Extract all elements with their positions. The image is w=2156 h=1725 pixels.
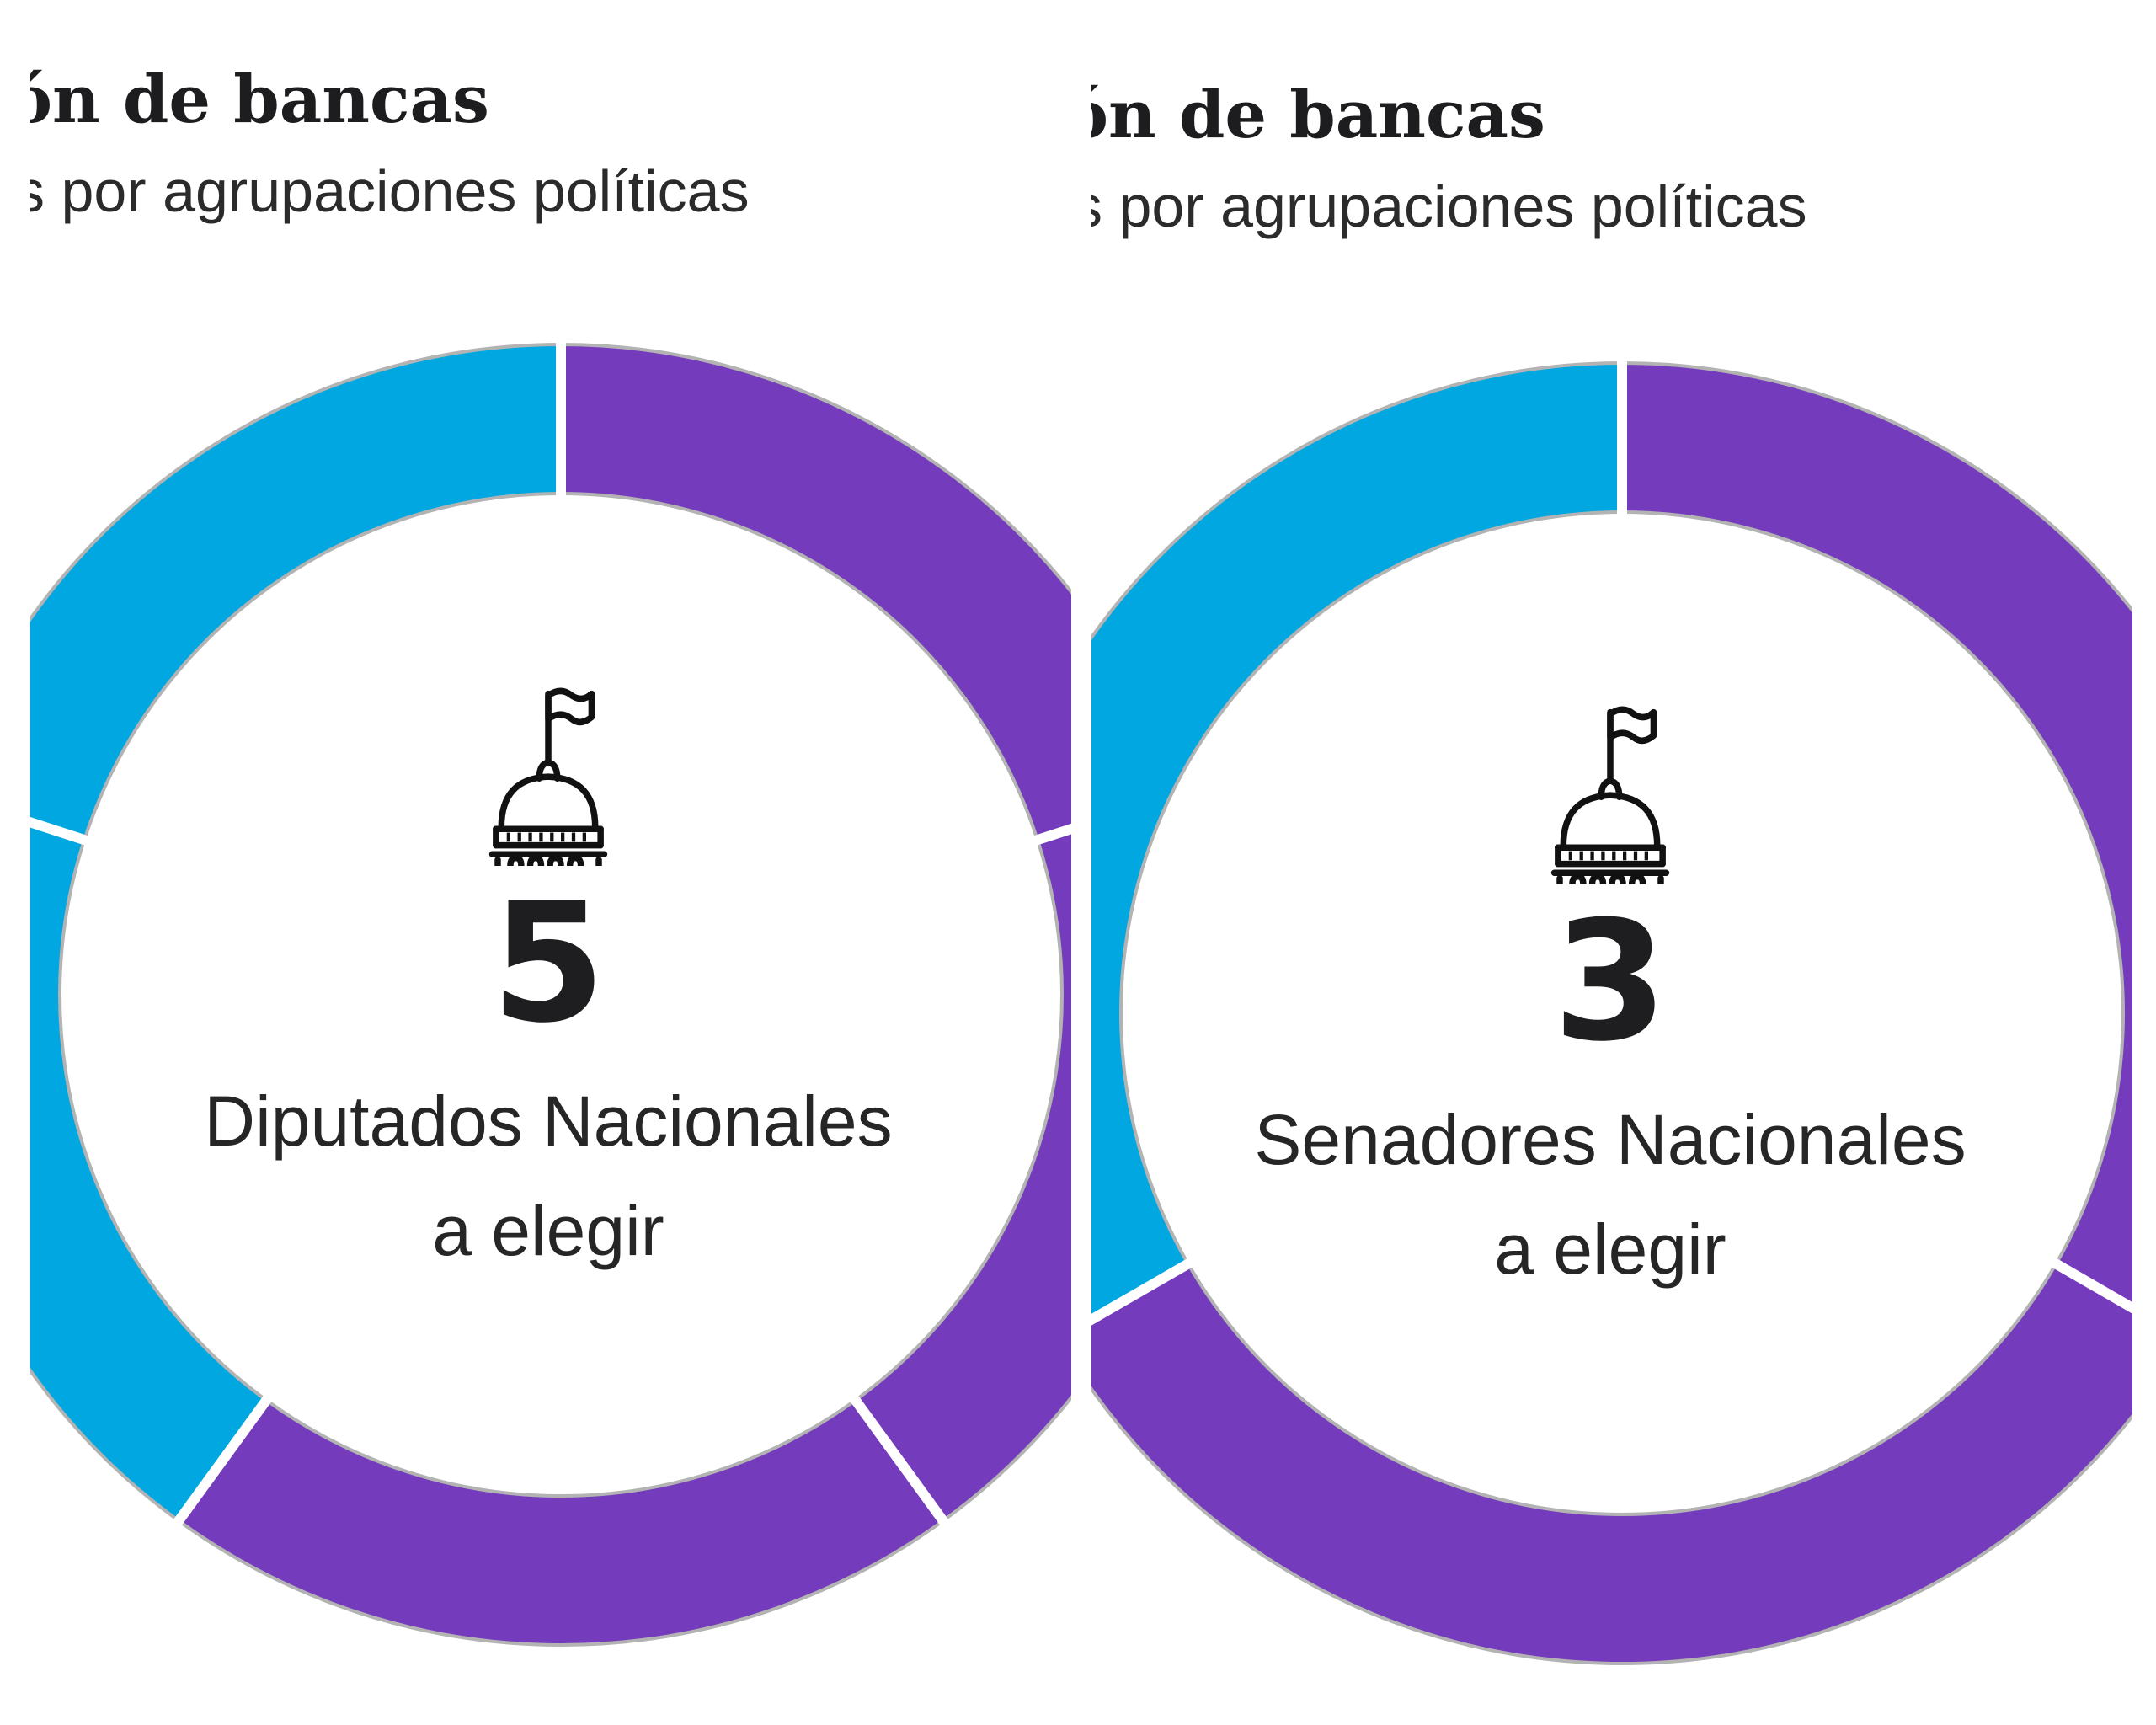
capitol-dome-icon [1550,706,1670,884]
seats-label: Senadores Nacionales a elegir [1147,1085,2073,1304]
seats-label: Diputados Nacionales a elegir [85,1066,1011,1285]
donut-segment-1 [1620,360,2132,1311]
donut-segment-4 [30,820,270,1524]
donut-segment-2 [1091,1261,2132,1665]
segment-gap-4 [173,1394,273,1527]
donut-segment-5 [30,342,563,842]
seats-label-line-2: a elegir [1494,1210,1726,1289]
segment-gap-3 [1091,1258,1194,1326]
chart-title: ón de bancas [1091,77,1545,153]
donut-center: 5 Diputados Nacionales a elegir [85,684,1011,1285]
segment-gap-5 [30,816,89,846]
chart-panel-senadores: ón de bancas s por agrupaciones política… [1091,0,2132,1725]
donut-segment-3 [176,1397,946,1647]
seats-label-line-1: Senadores Nacionales [1254,1100,1967,1179]
donut-center: 3 Senadores Nacionales a elegir [1147,702,2073,1304]
chart-panel-diputados: ón de bancas s por agrupaciones política… [30,0,1071,1725]
donut-segment-3 [1091,360,1624,1322]
seats-count: 3 [1552,886,1668,1078]
segment-gap-2 [1033,823,1071,846]
chart-subtitle: s por agrupaciones políticas [30,158,750,224]
segment-gap-3 [849,1394,949,1527]
donut-chart [30,341,1071,1647]
chart-subtitle: s por agrupaciones políticas [1091,174,1807,239]
seats-label-line-2: a elegir [432,1191,664,1270]
capitol-dome-icon [488,687,608,866]
donut-segment-2 [852,826,1071,1524]
donut-segment-1 [559,342,1071,842]
seats-label-line-1: Diputados Nacionales [204,1081,893,1161]
donut-chart [1091,360,2132,1665]
seats-count: 5 [490,868,606,1060]
chart-title: ón de bancas [30,61,489,138]
segment-gap-2 [2050,1258,2132,1314]
